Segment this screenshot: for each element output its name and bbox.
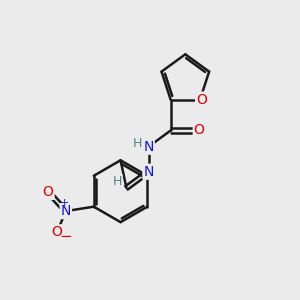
Text: O: O <box>52 225 62 239</box>
Text: N: N <box>61 204 71 218</box>
Text: −: − <box>59 229 72 244</box>
Text: O: O <box>43 185 54 199</box>
Text: O: O <box>194 124 205 137</box>
Text: O: O <box>196 93 207 106</box>
Text: N: N <box>143 165 154 179</box>
Text: H: H <box>112 175 122 188</box>
Text: N: N <box>143 140 154 154</box>
Text: H: H <box>133 137 142 150</box>
Text: +: + <box>60 198 70 208</box>
